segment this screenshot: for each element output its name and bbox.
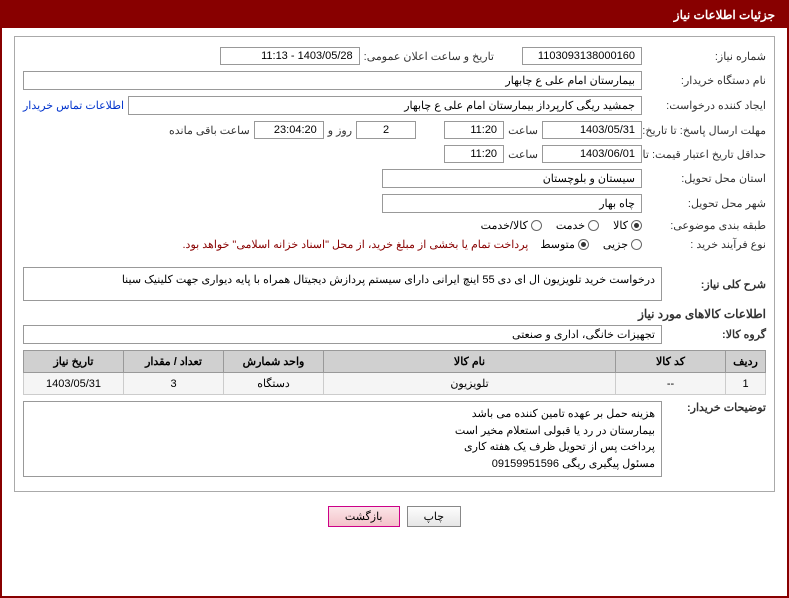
radio-partial-label: جزیی: [603, 238, 628, 251]
buyer-note-4: مسئول پیگیری ریگی 09159951596: [30, 456, 655, 473]
cell-unit: دستگاه: [224, 373, 324, 395]
time-label-2: ساعت: [508, 148, 538, 161]
radio-medium-label: متوسط: [540, 238, 575, 251]
province: سیستان و بلوچستان: [382, 169, 642, 188]
th-code: کد کالا: [616, 351, 726, 373]
cell-code: --: [616, 373, 726, 395]
need-number-label: شماره نیاز:: [646, 50, 766, 63]
category-radio-group: کالا خدمت کالا/خدمت: [481, 219, 642, 232]
desc-text: درخواست خرید تلویزیون ال ای دی 55 اینچ ا…: [23, 267, 662, 301]
reply-date: 1403/05/31: [542, 121, 642, 139]
price-date: 1403/06/01: [542, 145, 642, 163]
requester-name: جمشید ریگی کارپرداز بیمارستان امام علی ع…: [128, 96, 642, 115]
page-header: جزئیات اطلاعات نیاز: [2, 2, 787, 28]
payment-note: پرداخت تمام یا بخشی از مبلغ خرید، از محل…: [183, 238, 529, 251]
th-date: تاریخ نیاز: [24, 351, 124, 373]
need-number: 1103093138000160: [522, 47, 642, 65]
buyer-note-3: پرداخت پس از تحویل ظرف یک هفته کاری: [30, 439, 655, 456]
time-label-1: ساعت: [508, 124, 538, 137]
desc-title-label: شرح کلی نیاز:: [666, 278, 766, 291]
buyer-note-2: بیمارستان در رد یا قبولی استعلام مخیر اس…: [30, 423, 655, 440]
radio-both-label: کالا/خدمت: [481, 219, 528, 232]
group-label: گروه کالا:: [666, 328, 766, 341]
price-time: 11:20: [444, 145, 504, 163]
cell-date: 1403/05/31: [24, 373, 124, 395]
time-remaining: 23:04:20: [254, 121, 324, 139]
requester-label: ایجاد کننده درخواست:: [646, 99, 766, 112]
radio-goods-label: کالا: [613, 219, 628, 232]
remaining-label: ساعت باقی مانده: [169, 124, 250, 137]
buyer-notes-label: توضیحات خریدار:: [666, 401, 766, 414]
radio-service-label: خدمت: [556, 219, 585, 232]
buyer-label: نام دستگاه خریدار:: [646, 74, 766, 87]
table-row: 1 -- تلویزیون دستگاه 3 1403/05/31: [24, 373, 766, 395]
th-qty: تعداد / مقدار: [124, 351, 224, 373]
city: چاه بهار: [382, 194, 642, 213]
province-label: استان محل تحویل:: [646, 172, 766, 185]
th-unit: واحد شمارش: [224, 351, 324, 373]
price-validity-label: حداقل تاریخ اعتبار قیمت: تا تاریخ:: [646, 148, 766, 161]
city-label: شهر محل تحویل:: [646, 197, 766, 210]
days-label: روز و: [328, 124, 352, 137]
main-fieldset: شماره نیاز: 1103093138000160 تاریخ و ساع…: [14, 36, 775, 492]
th-name: نام کالا: [324, 351, 616, 373]
group-value: تجهیزات خانگی، اداری و صنعتی: [23, 325, 662, 344]
th-row: ردیف: [726, 351, 766, 373]
announce-datetime: 1403/05/28 - 11:13: [220, 47, 360, 65]
radio-both[interactable]: کالا/خدمت: [481, 219, 542, 232]
cell-idx: 1: [726, 373, 766, 395]
back-button[interactable]: بازگشت: [328, 506, 400, 527]
cell-qty: 3: [124, 373, 224, 395]
radio-service[interactable]: خدمت: [556, 219, 599, 232]
process-label: نوع فرآیند خرید :: [646, 238, 766, 251]
radio-goods[interactable]: کالا: [613, 219, 642, 232]
button-bar: چاپ بازگشت: [14, 498, 775, 535]
buyer-notes: هزینه حمل بر عهده تامین کننده می باشد بی…: [23, 401, 662, 477]
buyer-name: بیمارستان امام علی ع چابهار: [23, 71, 642, 90]
cell-name: تلویزیون: [324, 373, 616, 395]
contact-link[interactable]: اطلاعات تماس خریدار: [23, 99, 124, 112]
radio-partial[interactable]: جزیی: [603, 238, 642, 251]
goods-info-title: اطلاعات کالاهای مورد نیاز: [23, 307, 766, 321]
reply-deadline-label: مهلت ارسال پاسخ: تا تاریخ:: [646, 124, 766, 137]
radio-medium[interactable]: متوسط: [540, 238, 589, 251]
process-radio-group: جزیی متوسط: [540, 238, 642, 251]
days-remaining: 2: [356, 121, 416, 139]
buyer-note-1: هزینه حمل بر عهده تامین کننده می باشد: [30, 406, 655, 423]
category-label: طبقه بندی موضوعی:: [646, 219, 766, 232]
announce-label: تاریخ و ساعت اعلان عمومی:: [364, 50, 494, 63]
goods-table: ردیف کد کالا نام کالا واحد شمارش تعداد /…: [23, 350, 766, 395]
reply-time: 11:20: [444, 121, 504, 139]
print-button[interactable]: چاپ: [407, 506, 462, 527]
